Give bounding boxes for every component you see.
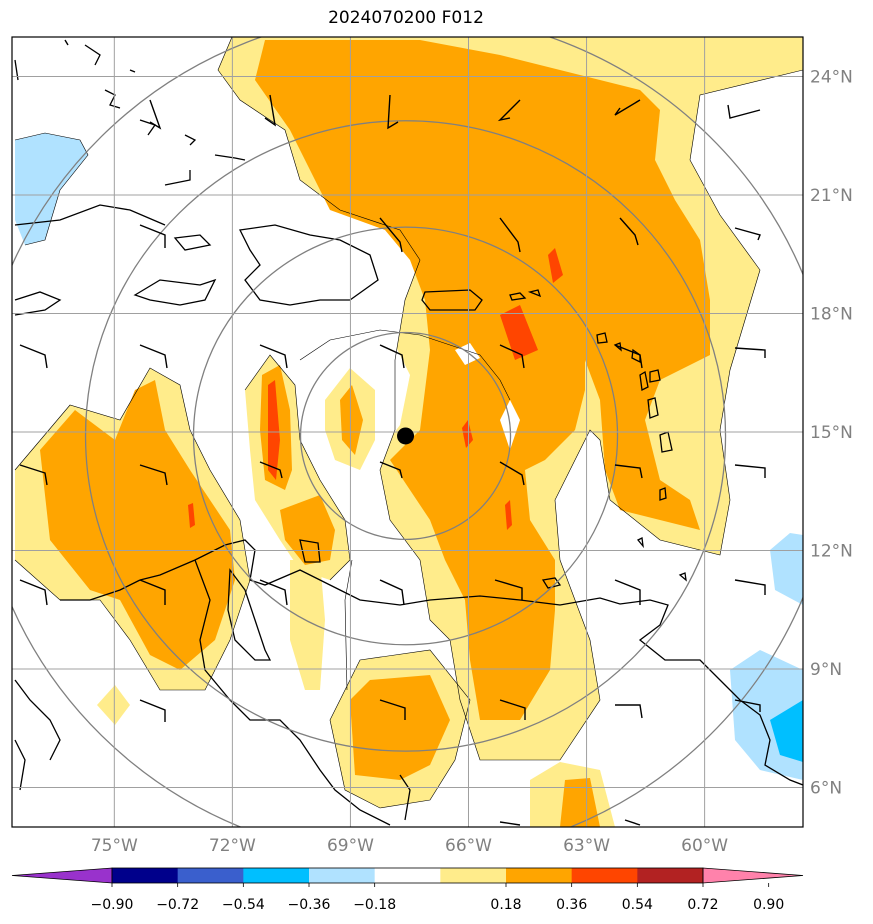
colorbar-tick-label: 0.36: [556, 897, 587, 913]
colorbar-outline: [111, 867, 704, 884]
positive-shading-strong: [188, 248, 563, 530]
lon-label: 69°W: [327, 836, 374, 856]
colorbar-segment: [112, 868, 179, 883]
lat-label: 12°N: [810, 542, 853, 562]
colorbar-extend-high: [702, 867, 804, 884]
colorbar-tick-label: 0.54: [622, 897, 653, 913]
lon-label: 60°W: [681, 836, 728, 856]
colorbar-segment: [374, 868, 441, 883]
colorbar-segment: [571, 868, 638, 883]
range-ring: [192, 226, 619, 646]
colorbar-tick-label: −0.54: [222, 897, 265, 913]
lat-label: 24°N: [810, 68, 853, 88]
map-frame: [11, 36, 804, 828]
colorbar-tick-label: −0.18: [353, 897, 396, 913]
negative-shading: [15, 133, 803, 780]
colorbar-tick-label: 0.72: [687, 897, 718, 913]
wind-barbs: [19, 39, 766, 826]
storm-center-marker: [397, 427, 415, 445]
colorbar-segment: [506, 868, 573, 883]
range-ring: [84, 120, 727, 752]
colorbar-tick-label: −0.90: [91, 897, 134, 913]
lat-label: 18°N: [810, 305, 853, 325]
lon-label: 72°W: [209, 836, 256, 856]
graticule: [12, 37, 803, 827]
colorbar-extend-low: [11, 867, 113, 884]
colorbar-tick-label: −0.36: [288, 897, 331, 913]
lat-label: 9°N: [810, 660, 842, 680]
positive-shading-medium: [40, 40, 710, 827]
range-rings: [12, 37, 803, 827]
lat-label: 15°N: [810, 423, 853, 443]
colorbar-segment: [440, 868, 507, 883]
colorbar-segment: [177, 868, 244, 883]
coastlines: [14, 44, 803, 826]
longitude-labels: 75°W 72°W 69°W 66°W 63°W 60°W: [91, 836, 728, 856]
colorbar-tick-label: 0.18: [490, 897, 521, 913]
lat-label: 21°N: [810, 186, 853, 206]
colorbar-segment: [637, 868, 704, 883]
map-title: 2024070200 F012: [328, 8, 484, 28]
colorbar-segment: [309, 868, 376, 883]
lon-label: 66°W: [445, 836, 492, 856]
range-ring: [299, 331, 512, 541]
colorbar-tick-label: 0.90: [753, 897, 784, 913]
lat-label: 6°N: [810, 779, 842, 799]
lon-label: 75°W: [91, 836, 138, 856]
colorbar: −0.90 −0.72 −0.54 −0.36 −0.18 0.18 0.36 0.54 0.7…: [11, 867, 804, 913]
lon-label: 63°W: [563, 836, 610, 856]
colorbar-segment: [243, 868, 310, 883]
latitude-labels: 24°N 21°N 18°N 15°N 12°N 9°N 6°N: [810, 68, 853, 799]
colorbar-tick-label: −0.72: [156, 897, 199, 913]
